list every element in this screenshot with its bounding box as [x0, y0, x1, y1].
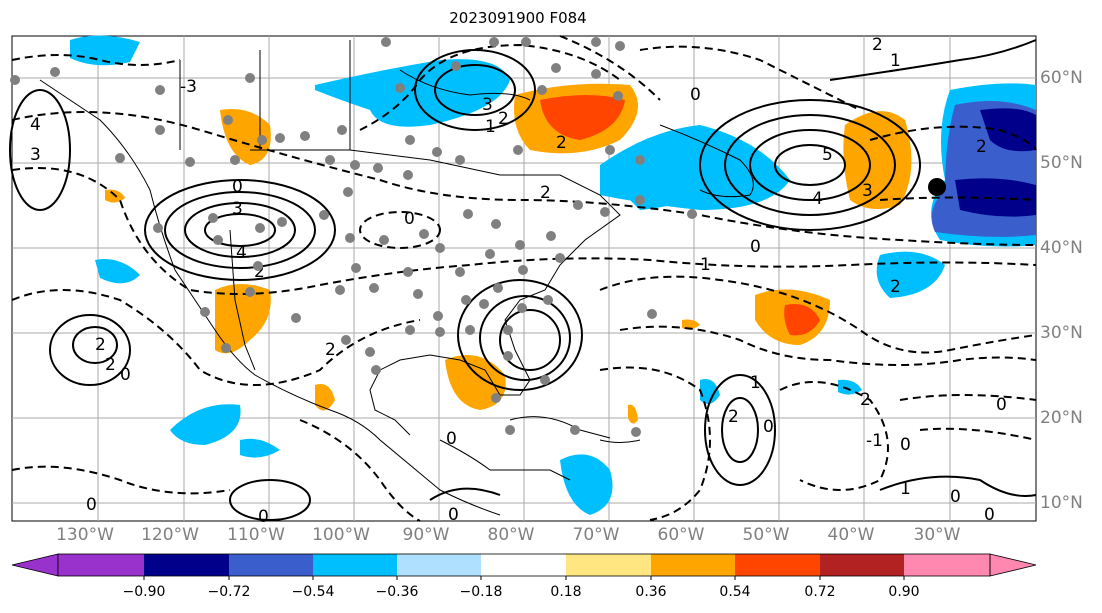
contour-label: 0: [750, 237, 761, 257]
contour-label: 4: [30, 115, 41, 135]
latitude-label: 30°N: [1040, 323, 1083, 343]
contour-label: 0: [996, 395, 1007, 415]
contour-label: 0: [258, 507, 269, 527]
latitude-label: 50°N: [1040, 153, 1083, 173]
contour-label: 2: [325, 340, 336, 360]
longitude-label: 80°W: [487, 525, 535, 545]
contour-label: 1: [890, 51, 901, 71]
colorbar-tick-label: 0.54: [719, 584, 751, 600]
contour-label: 2: [860, 390, 871, 410]
colorbar-tick-label: −0.36: [375, 584, 419, 600]
anomaly-shading: [70, 35, 1036, 515]
contour-label: 0: [690, 85, 701, 105]
latitude-label: 20°N: [1040, 408, 1083, 428]
latitude-label: 60°N: [1040, 68, 1083, 88]
contour-label: 0: [446, 429, 457, 449]
contour-label: 2: [976, 137, 987, 157]
colorbar-tick-label: −0.54: [291, 584, 335, 600]
colorbar-tick-label: −0.90: [122, 584, 166, 600]
contour-label: 0: [984, 505, 995, 525]
longitude-label: 120°W: [141, 525, 199, 545]
longitude-label: 90°W: [402, 525, 450, 545]
contour-label: 3: [482, 95, 493, 115]
longitude-label: 40°W: [827, 525, 875, 545]
contour-label: 0: [120, 365, 131, 385]
station-dots: [10, 37, 697, 437]
colorbar: [11, 553, 1037, 580]
longitude-label: 130°W: [56, 525, 114, 545]
longitude-label: 60°W: [657, 525, 705, 545]
contour-label: 0: [448, 505, 459, 525]
colorbar-tick-label: 0.90: [888, 584, 920, 600]
longitude-label: 70°W: [572, 525, 620, 545]
latitude-label: 40°N: [1040, 238, 1083, 258]
marker-dot: [928, 178, 946, 196]
contour-label: -1: [866, 431, 883, 451]
longitude-label: 50°W: [742, 525, 790, 545]
longitude-label: 100°W: [312, 525, 370, 545]
contour-label: 1: [700, 255, 711, 275]
contour-labels: 3 4 2 0 3 2 1 2 2 5 4 3 0 1 2 1 0 -3 2 2…: [30, 35, 1007, 527]
contour-label: 2: [105, 355, 116, 375]
contour-label: 1: [485, 117, 496, 137]
contour-label: 4: [236, 243, 247, 263]
contour-label: 2: [498, 109, 509, 129]
contour-label: 2: [254, 262, 265, 282]
contour-label: 0: [404, 209, 415, 229]
contour-label: 2: [95, 335, 106, 355]
contour-label: -3: [180, 77, 197, 97]
contour-label: 2: [872, 35, 883, 55]
longitude-label: 30°W: [913, 525, 961, 545]
contour-label: 3: [30, 145, 41, 165]
contour-label: 2: [556, 133, 567, 153]
colorbar-tick-label: 0.72: [804, 584, 836, 600]
contour-label: 1: [750, 373, 761, 393]
contour-label: 0: [900, 435, 911, 455]
contour-label: 5: [822, 145, 833, 165]
contour-label: 1: [900, 479, 911, 499]
contour-label: 0: [950, 487, 961, 507]
positive-contours: [9, 39, 1037, 521]
contour-label: 3: [862, 181, 873, 201]
contour-label: 2: [890, 277, 901, 297]
map-title: 2023091900 F084: [449, 9, 587, 27]
contour-label: 0: [763, 417, 774, 437]
contour-label: 3: [232, 199, 243, 219]
negative-contours: [11, 35, 1037, 522]
contour-label: 0: [232, 177, 243, 197]
latitude-label: 10°N: [1040, 493, 1083, 513]
contour-label: 4: [812, 189, 823, 209]
contour-label: 0: [86, 495, 97, 515]
longitude-label: 110°W: [227, 525, 285, 545]
colorbar-tick-label: 0.18: [550, 584, 582, 600]
contour-label: 2: [728, 407, 739, 427]
colorbar-tick-label: −0.72: [207, 584, 251, 600]
colorbar-tick-label: 0.36: [635, 584, 667, 600]
contour-label: 2: [540, 183, 551, 203]
colorbar-tick-label: −0.18: [459, 584, 503, 600]
